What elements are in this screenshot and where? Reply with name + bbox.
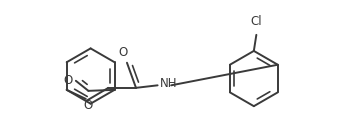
Text: O: O bbox=[118, 46, 127, 59]
Text: O: O bbox=[83, 99, 92, 112]
Text: NH: NH bbox=[160, 77, 177, 90]
Text: Cl: Cl bbox=[251, 15, 262, 28]
Text: O: O bbox=[63, 74, 72, 87]
